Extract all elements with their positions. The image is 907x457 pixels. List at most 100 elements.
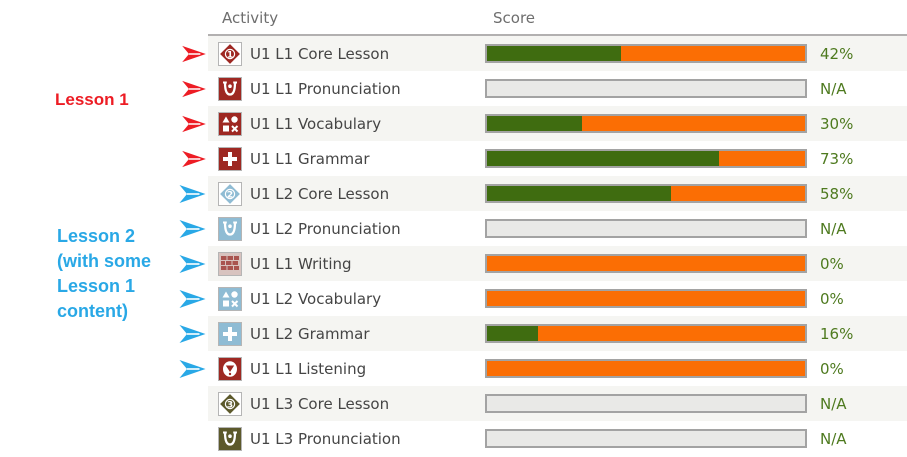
score-bar (485, 114, 807, 133)
table-row: U1 L2 Pronunciation N/A (0, 211, 907, 246)
activity-label: U1 L2 Core Lesson (250, 184, 390, 203)
arrow-cell (0, 141, 208, 176)
lesson1-annotation: Lesson 1 (55, 90, 129, 109)
activity-label: U1 L3 Core Lesson (250, 394, 390, 413)
table-row: U1 L3 Pronunciation N/A (0, 421, 907, 456)
arrow-cell (0, 176, 208, 211)
activity-row[interactable]: U1 L3 Core Lesson N/A (208, 386, 907, 421)
activity-row[interactable]: U1 L1 Writing 0% (208, 246, 907, 281)
vocabulary-icon (218, 111, 242, 136)
activity-label: U1 L1 Core Lesson (250, 44, 390, 63)
arrow-cell (0, 71, 208, 106)
activity-row[interactable]: U1 L1 Grammar 73% (208, 141, 907, 176)
activity-row[interactable]: U1 L1 Vocabulary 30% (208, 106, 907, 141)
score-value: N/A (820, 394, 847, 413)
table-row: U1 L2 Grammar 16% (0, 316, 907, 351)
activity-label: U1 L1 Listening (250, 359, 367, 378)
pronunciation-icon (218, 426, 242, 451)
activity-label: U1 L3 Pronunciation (250, 429, 401, 448)
score-column-header: Score (493, 9, 536, 27)
score-value: 58% (820, 184, 854, 203)
core-lesson-3-icon (218, 391, 242, 416)
score-bar (485, 324, 807, 343)
activity-row[interactable]: U1 L1 Pronunciation N/A (208, 71, 907, 106)
score-value: N/A (820, 219, 847, 238)
activity-label: U1 L2 Pronunciation (250, 219, 401, 238)
lesson2-arrow-icon (178, 218, 207, 240)
lesson2-arrow-icon (178, 183, 207, 205)
arrow-cell (0, 281, 208, 316)
grammar-icon (218, 146, 242, 171)
score-bar (485, 219, 807, 238)
table-row: U1 L3 Core Lesson N/A (0, 386, 907, 421)
score-value: 42% (820, 44, 854, 63)
lesson2-arrow-icon (178, 358, 207, 380)
vocabulary-icon (218, 286, 242, 311)
core-lesson-2-icon (218, 181, 242, 206)
pronunciation-icon (218, 76, 242, 101)
activity-row[interactable]: U1 L2 Pronunciation N/A (208, 211, 907, 246)
score-value: 0% (820, 359, 844, 378)
table-header: Activity Score (208, 0, 907, 36)
score-bar (485, 79, 807, 98)
lesson1-arrow-icon (181, 149, 207, 169)
activity-label: U1 L1 Writing (250, 254, 352, 273)
table-row: U1 L1 Writing 0% (0, 246, 907, 281)
arrow-cell (0, 421, 208, 456)
lesson2-arrow-icon (178, 288, 207, 310)
lesson1-arrow-icon (181, 114, 207, 134)
activity-row[interactable]: U1 L1 Core Lesson 42% (208, 36, 907, 71)
lesson1-arrow-icon (181, 44, 207, 64)
lesson2-annotation: Lesson 2 (with some Lesson 1 content) (57, 226, 152, 321)
activity-label: U1 L1 Grammar (250, 149, 370, 168)
score-bar (485, 394, 807, 413)
arrow-cell (0, 316, 208, 351)
activity-label: U1 L1 Pronunciation (250, 79, 401, 98)
activity-label: U1 L2 Grammar (250, 324, 370, 343)
score-value: 30% (820, 114, 854, 133)
lesson2-arrow-icon (178, 253, 207, 275)
activity-row[interactable]: U1 L2 Core Lesson 58% (208, 176, 907, 211)
score-bar (485, 149, 807, 168)
activity-label: U1 L1 Vocabulary (250, 114, 382, 133)
score-bar (485, 254, 807, 273)
score-value: 0% (820, 254, 844, 273)
activity-row[interactable]: U1 L2 Vocabulary 0% (208, 281, 907, 316)
score-value: N/A (820, 429, 847, 448)
writing-icon (218, 251, 242, 276)
grammar-icon (218, 321, 242, 346)
arrow-cell (0, 351, 208, 386)
table-row: U1 L2 Vocabulary 0% (0, 281, 907, 316)
activity-row[interactable]: U1 L3 Pronunciation N/A (208, 421, 907, 456)
score-value: 16% (820, 324, 854, 343)
score-bar (485, 184, 807, 203)
arrow-cell (0, 36, 208, 71)
arrow-cell (0, 246, 208, 281)
table-row: U1 L1 Core Lesson 42% (0, 36, 907, 71)
pronunciation-icon (218, 216, 242, 241)
activity-row[interactable]: U1 L2 Grammar 16% (208, 316, 907, 351)
score-bar (485, 359, 807, 378)
table-row: U1 L1 Grammar 73% (0, 141, 907, 176)
table-row: U1 L1 Pronunciation N/A (0, 71, 907, 106)
score-bar (485, 429, 807, 448)
listening-icon (218, 356, 242, 381)
score-value: 0% (820, 289, 844, 308)
score-value: 73% (820, 149, 854, 168)
arrow-cell (0, 106, 208, 141)
activity-row[interactable]: U1 L1 Listening 0% (208, 351, 907, 386)
score-bar (485, 289, 807, 308)
score-value: N/A (820, 79, 847, 98)
lesson2-arrow-icon (178, 323, 207, 345)
core-lesson-1-icon (218, 41, 242, 66)
table-row: U1 L1 Listening 0% (0, 351, 907, 386)
arrow-cell (0, 386, 208, 421)
activity-label: U1 L2 Vocabulary (250, 289, 382, 308)
activity-column-header: Activity (222, 9, 279, 27)
lesson1-arrow-icon (181, 79, 207, 99)
score-bar (485, 44, 807, 63)
arrow-cell (0, 211, 208, 246)
table-row: U1 L2 Core Lesson 58% (0, 176, 907, 211)
